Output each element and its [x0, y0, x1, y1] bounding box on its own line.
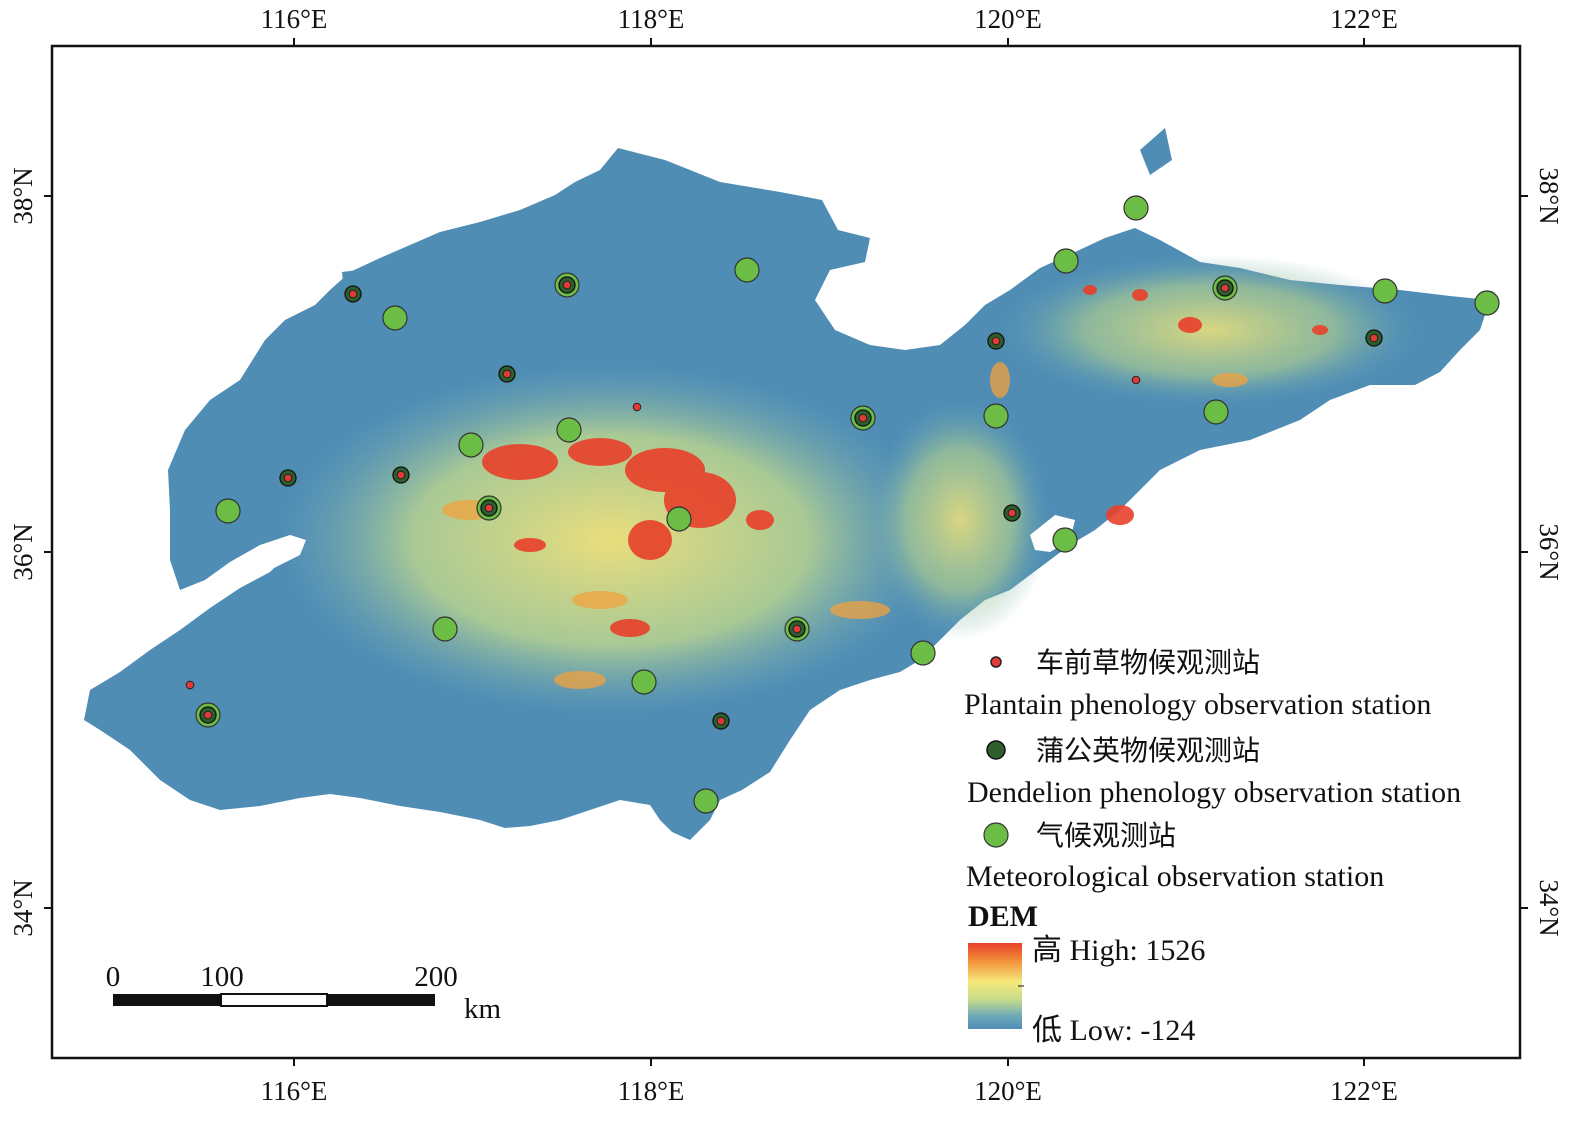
stations-layer [185, 195, 1500, 814]
island-group [1140, 128, 1172, 175]
meteorological-station-marker [666, 506, 692, 532]
top-label-118: 118°E [618, 4, 685, 34]
peaks [482, 285, 1328, 637]
meteorological-station-marker [556, 417, 582, 443]
plantain-station-marker [858, 413, 868, 423]
meteorological-station-marker [1203, 399, 1229, 425]
meteorological-station-marker [1372, 278, 1398, 304]
lake [205, 535, 306, 600]
meteorological-station-marker [1474, 290, 1500, 316]
scale-segment-1 [113, 994, 221, 1006]
legend-meteo-cn: 气候观测站 [1036, 819, 1176, 852]
meteorological-station-marker [734, 257, 760, 283]
meteorological-station-marker [382, 305, 408, 331]
plantain-station-marker [396, 470, 406, 480]
scale-segment-3 [327, 994, 435, 1006]
scale-label-0: 0 [106, 961, 121, 993]
meteorological-station-marker [1053, 248, 1079, 274]
meteorological-station-marker [910, 640, 936, 666]
legend-meteo-en: Meteorological observation station [966, 860, 1384, 893]
plantain-station-marker [1220, 283, 1230, 293]
right-label-34: 34°N [1534, 879, 1564, 936]
bottom-label-122: 122°E [1330, 1076, 1398, 1106]
dem-high-label: 高 High: 1526 [1032, 934, 1205, 967]
legend-dandelion-symbol [986, 740, 1006, 760]
legend-plantain-en: Plantain phenology observation station [964, 688, 1431, 721]
plantain-station-marker [632, 402, 642, 412]
top-label-120: 120°E [974, 4, 1042, 34]
legend-dandelion-cn: 蒲公英物候观测站 [1036, 734, 1260, 767]
meteorological-station-marker [693, 788, 719, 814]
bottom-label-116: 116°E [261, 1076, 328, 1106]
southeast-hills [870, 400, 1050, 640]
plantain-station-marker [348, 289, 358, 299]
scale-label-100: 100 [200, 961, 244, 993]
legend-dandelion-en: Dendelion phenology observation station [967, 776, 1461, 809]
meteorological-station-marker [432, 616, 458, 642]
scale-label-200: 200 [414, 961, 458, 993]
graticule-ticks [44, 38, 1528, 1066]
plantain-station-marker [1369, 333, 1379, 343]
central-highland [280, 365, 940, 715]
dem-color-ramp [968, 943, 1022, 1029]
meteorological-station-marker [215, 498, 241, 524]
plantain-station-marker [716, 716, 726, 726]
plantain-station-marker [562, 280, 572, 290]
plantain-station-marker [283, 473, 293, 483]
shandong-land [84, 128, 1490, 840]
dem-title: DEM [968, 900, 1038, 933]
meteorological-station-marker [631, 669, 657, 695]
left-label-38: 38°N [8, 167, 38, 224]
plantain-station-marker [792, 624, 802, 634]
top-label-122: 122°E [1330, 4, 1398, 34]
right-label-36: 36°N [1534, 523, 1564, 580]
plantain-station-marker [1131, 375, 1141, 385]
plantain-station-marker [991, 336, 1001, 346]
legend-plantain-symbol [990, 656, 1002, 668]
meteorological-station-marker [458, 432, 484, 458]
plantain-station-marker [203, 710, 213, 720]
top-label-116: 116°E [261, 4, 328, 34]
plantain-station-marker [502, 369, 512, 379]
meteorological-station-marker [983, 403, 1009, 429]
meteorological-station-marker [1052, 527, 1078, 553]
bottom-label-118: 118°E [618, 1076, 685, 1106]
scale-segment-2 [220, 993, 328, 1007]
scale-unit: km [464, 993, 502, 1025]
legend-meteo-symbol [983, 822, 1009, 848]
plantain-station-marker [1007, 508, 1017, 518]
dem-low-label: 低 Low: -124 [1032, 1014, 1195, 1047]
legend: 车前草物候观测站 Plantain phenology observation … [964, 646, 1461, 1047]
east-highland [1000, 255, 1420, 405]
legend-plantain-cn: 车前草物候观测站 [1036, 646, 1260, 679]
right-label-38: 38°N [1534, 167, 1564, 224]
plantain-station-marker [185, 680, 195, 690]
scale-bar: 0 100 200 km [106, 961, 502, 1025]
left-label-34: 34°N [8, 879, 38, 936]
plantain-station-marker [484, 503, 494, 513]
left-label-36: 36°N [8, 523, 38, 580]
bottom-label-120: 120°E [974, 1076, 1042, 1106]
meteorological-station-marker [1123, 195, 1149, 221]
